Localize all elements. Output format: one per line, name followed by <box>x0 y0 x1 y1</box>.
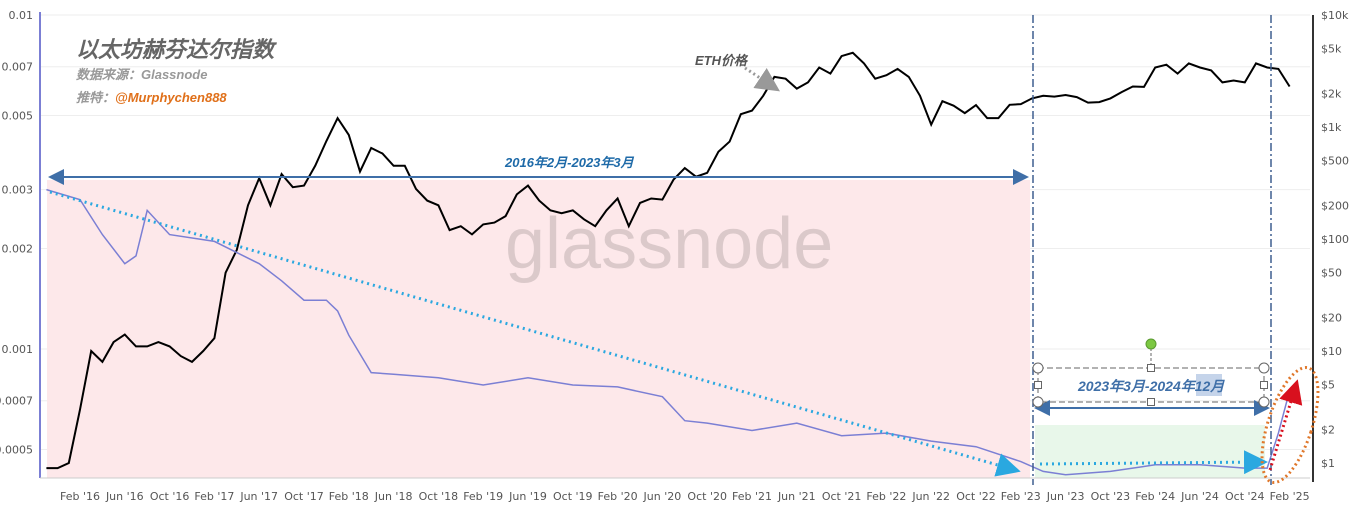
resize-handle <box>1032 396 1044 408</box>
x-tick-label: Jun '22 <box>911 490 950 503</box>
price-pointer-arrow <box>744 66 780 92</box>
left-tick-label: 0.003 <box>2 184 34 197</box>
x-tick-label: Jun '21 <box>777 490 816 503</box>
right-tick-label: $10k <box>1321 9 1349 22</box>
right-tick-label: $5 <box>1321 379 1335 392</box>
resize-handle <box>1032 362 1044 374</box>
highlight-ellipse <box>1260 366 1320 484</box>
right-tick-label: $2k <box>1321 87 1342 100</box>
x-tick-label: Oct '20 <box>687 490 727 503</box>
x-tick-label: Feb '23 <box>1001 490 1041 503</box>
left-tick-label: 0.0005 <box>0 444 33 457</box>
data-source: 数据来源：Glassnode <box>76 67 208 82</box>
left-tick-label: 0.0007 <box>0 395 33 408</box>
x-tick-label: Oct '21 <box>822 490 862 503</box>
right-tick-label: $1k <box>1321 121 1342 134</box>
text-selection <box>1196 374 1222 396</box>
x-tick-label: Feb '21 <box>732 490 772 503</box>
x-tick-label: Oct '23 <box>1091 490 1131 503</box>
left-tick-label: 0.002 <box>2 242 34 255</box>
rotate-handle <box>1145 338 1157 350</box>
left-tick-label: 0.001 <box>2 343 34 356</box>
resize-handle <box>1258 396 1270 408</box>
left-tick-label: 0.007 <box>2 61 34 74</box>
x-tick-label: Feb '16 <box>60 490 100 503</box>
x-tick-label: Feb '18 <box>329 490 369 503</box>
right-tick-label: $2 <box>1321 423 1335 436</box>
x-tick-label: Feb '24 <box>1135 490 1175 503</box>
right-tick-label: $50 <box>1321 267 1342 280</box>
x-tick-label: Oct '19 <box>553 490 593 503</box>
flat-arrow <box>1039 450 1268 475</box>
x-tick-label: Jun '20 <box>643 490 682 503</box>
x-tick-label: Oct '18 <box>419 490 459 503</box>
x-tick-label: Jun '18 <box>374 490 413 503</box>
x-tick-label: Oct '22 <box>956 490 996 503</box>
right-tick-label: $1 <box>1321 457 1335 470</box>
x-tick-label: Oct '24 <box>1225 490 1265 503</box>
right-tick-label: $10 <box>1321 345 1342 358</box>
author: 推特：@Murphychen888 <box>76 87 227 106</box>
range1-label: 2016年2月-2023年3月 <box>505 155 634 170</box>
chart-title: 以太坊赫芬达尔指数 <box>76 37 275 62</box>
x-tick-label: Jun '17 <box>239 490 278 503</box>
right-tick-label: $20 <box>1321 311 1342 324</box>
surge-arrow <box>1268 379 1303 471</box>
pink-band <box>47 180 1030 478</box>
resize-handle <box>1260 381 1268 389</box>
x-tick-label: Jun '16 <box>105 490 144 503</box>
resize-handle <box>1147 364 1155 372</box>
right-tick-label: $100 <box>1321 233 1349 246</box>
x-tick-label: Feb '19 <box>463 490 503 503</box>
left-tick-label: 0.01 <box>9 9 34 22</box>
herfindahl-index-line <box>46 188 1291 476</box>
x-tick-label: Oct '16 <box>150 490 190 503</box>
resize-handle <box>1258 362 1270 374</box>
green-band <box>1035 425 1265 478</box>
x-tick-label: Feb '22 <box>866 490 906 503</box>
x-tick-label: Jun '23 <box>1046 490 1085 503</box>
resize-handle <box>1147 398 1155 406</box>
eth-price-label: ETH价格 <box>695 53 748 68</box>
x-tick-label: Feb '25 <box>1270 490 1310 503</box>
x-tick-label: Jun '19 <box>508 490 547 503</box>
right-tick-label: $5k <box>1321 43 1342 56</box>
x-tick-label: Oct '17 <box>284 490 324 503</box>
resize-handle <box>1034 381 1042 389</box>
author-prefix: 推特： <box>76 90 116 105</box>
right-tick-label: $500 <box>1321 155 1349 168</box>
x-tick-label: Jun '24 <box>1180 490 1219 503</box>
left-tick-label: 0.005 <box>2 110 34 123</box>
right-tick-label: $200 <box>1321 199 1349 212</box>
author-handle: @Murphychen888 <box>115 90 227 105</box>
watermark: glassnode <box>505 204 833 284</box>
eth-price-line <box>46 51 1291 470</box>
x-tick-label: Feb '20 <box>598 490 638 503</box>
range2-label: 2023年3月-2024年12月 <box>1078 378 1225 394</box>
x-tick-label: Feb '17 <box>194 490 234 503</box>
